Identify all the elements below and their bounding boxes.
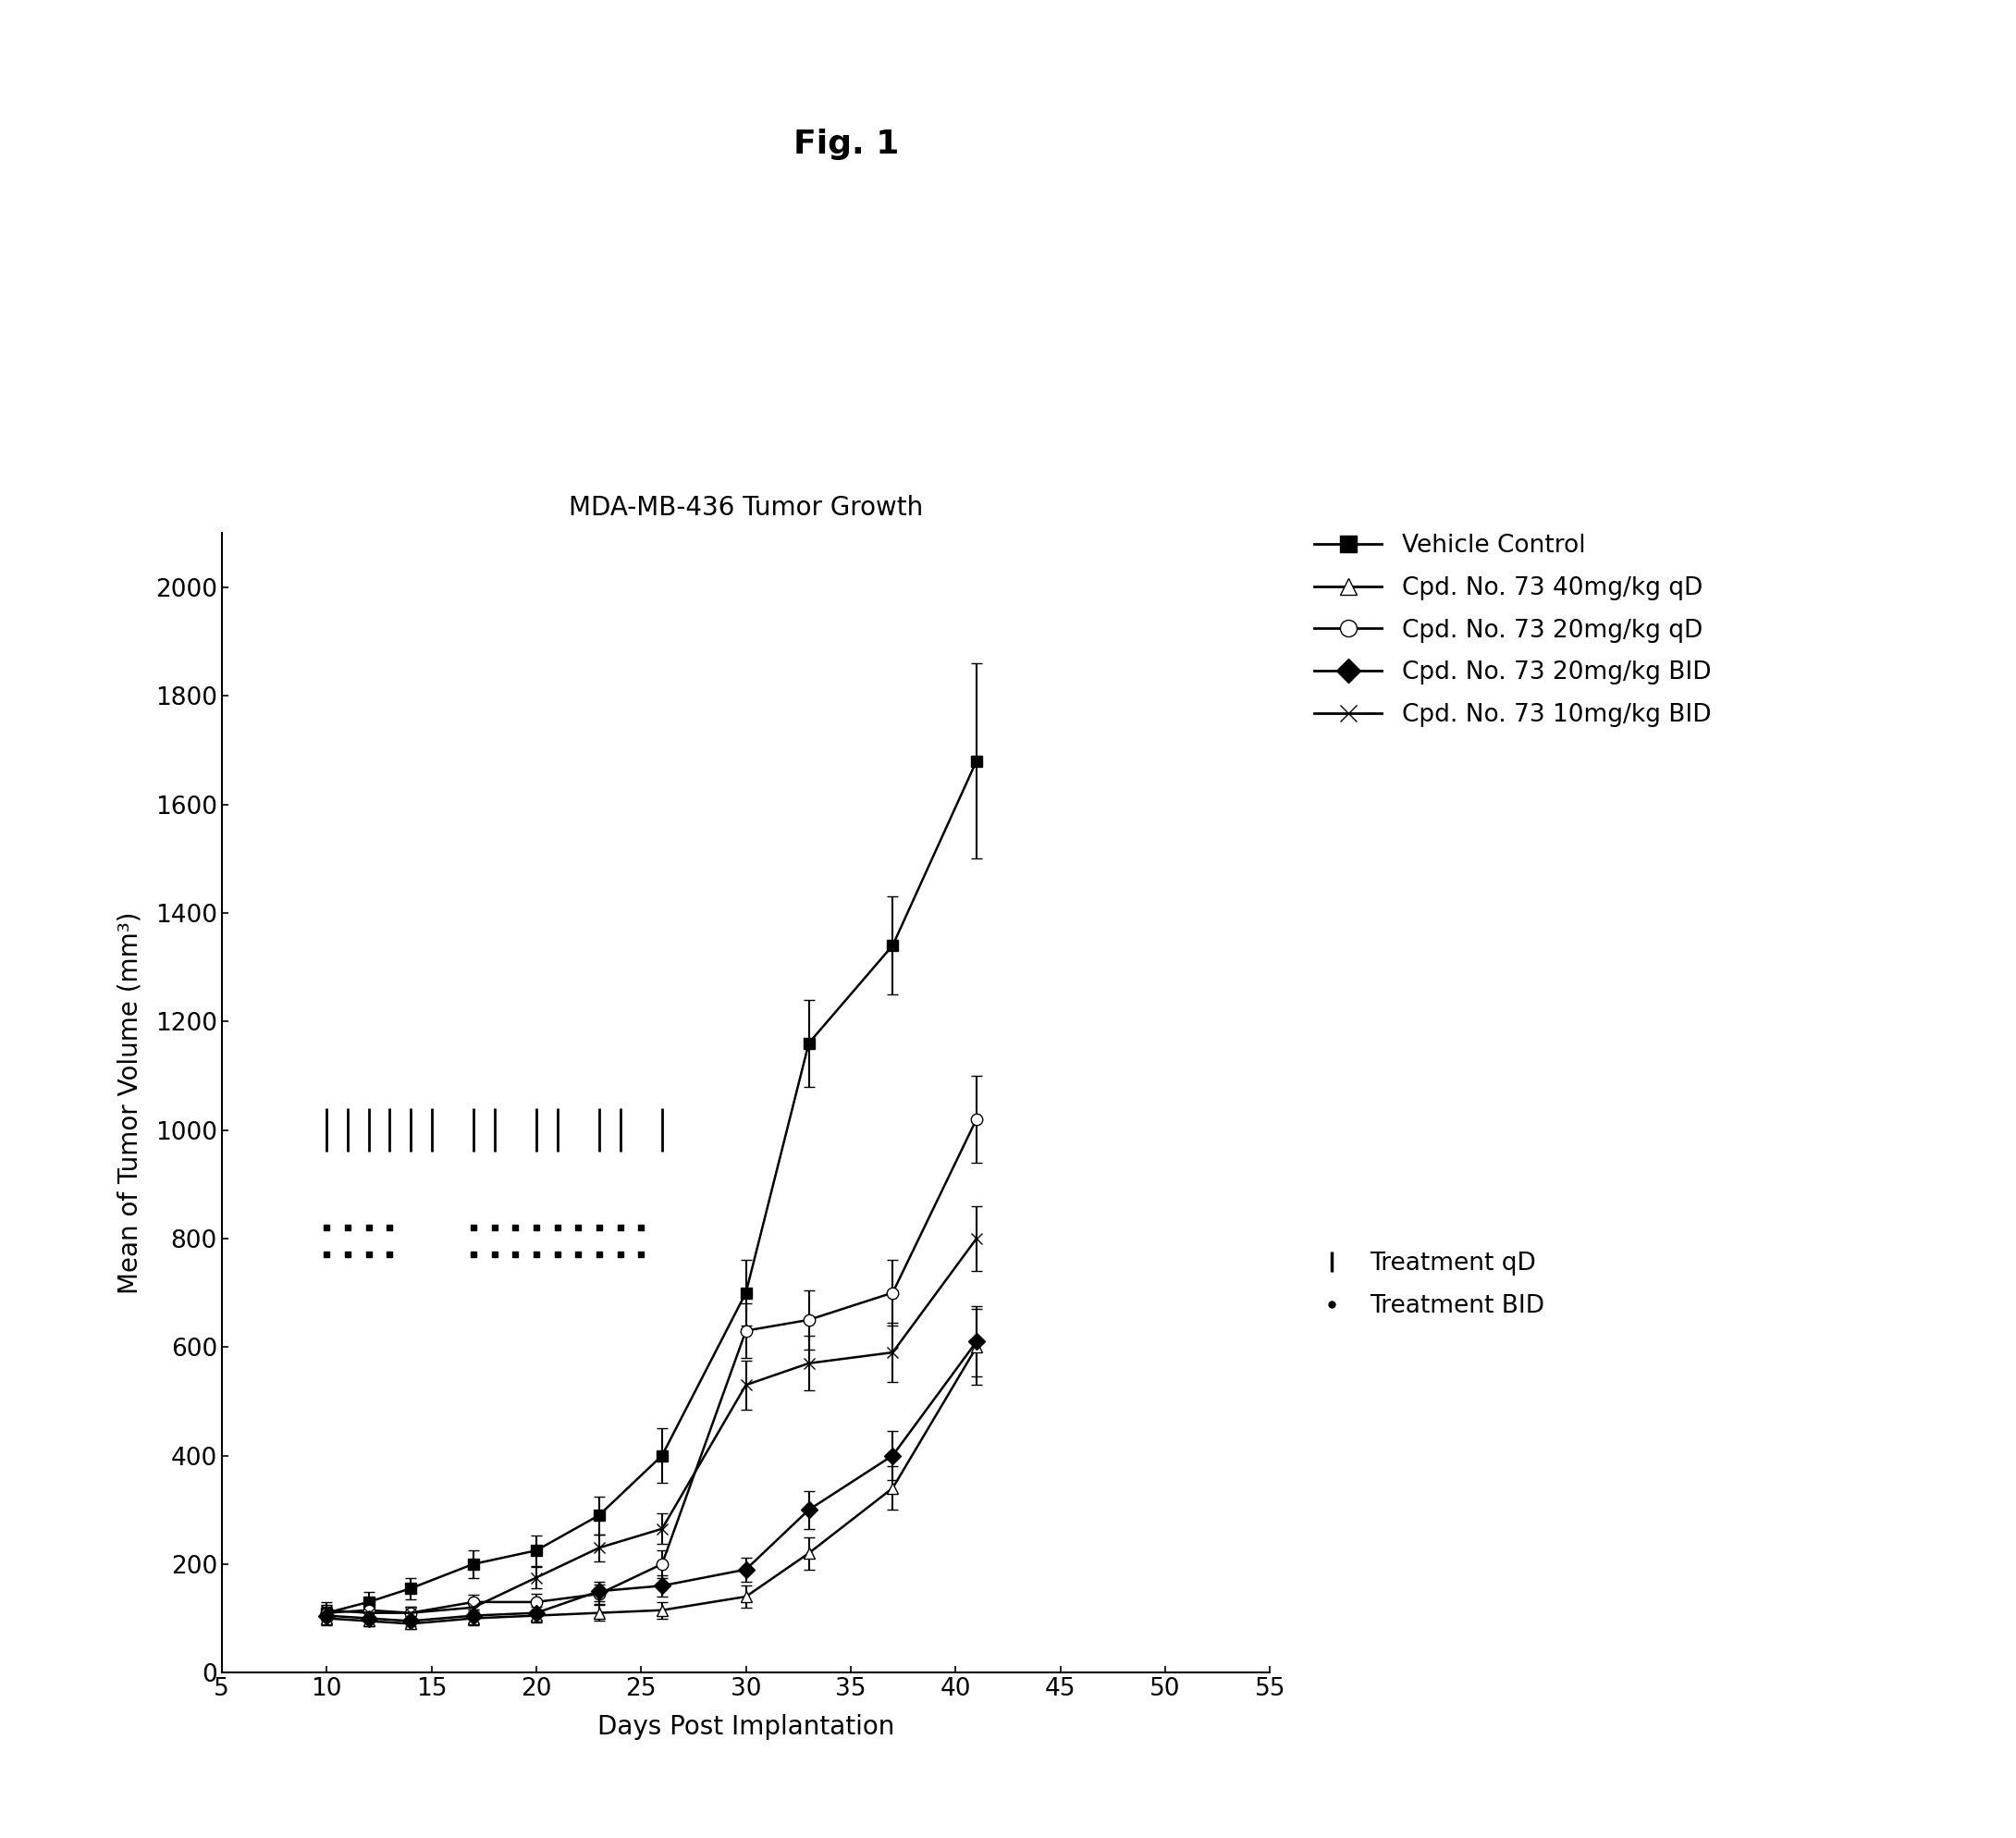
Y-axis label: Mean of Tumor Volume (mm³): Mean of Tumor Volume (mm³) <box>117 912 143 1294</box>
X-axis label: Days Post Implantation: Days Post Implantation <box>597 1715 895 1741</box>
Text: Fig. 1: Fig. 1 <box>794 129 899 160</box>
Title: MDA-MB-436 Tumor Growth: MDA-MB-436 Tumor Growth <box>569 494 923 520</box>
Legend: Treatment qD, Treatment BID: Treatment qD, Treatment BID <box>1314 1252 1544 1318</box>
